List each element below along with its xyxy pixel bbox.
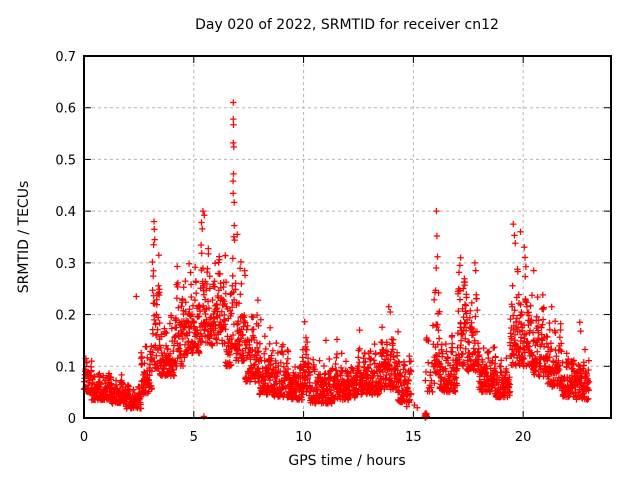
plot-frame-border — [83, 55, 612, 419]
x-tick-label: 10 — [295, 430, 312, 445]
x-tick-label: 5 — [190, 430, 198, 445]
y-tick-label: 0.2 — [55, 309, 76, 324]
y-tick-label: 0.6 — [55, 102, 76, 117]
x-tick-label: 20 — [515, 430, 532, 445]
tick-labels: 0 5 10 15 20 0 0.1 0.2 0.3 0.4 0.5 0.6 0.7 — [55, 50, 531, 445]
chart-title: Day 020 of 2022, SRMTID for receiver cn1… — [195, 17, 499, 33]
y-tick-label: 0.7 — [55, 50, 76, 65]
y-tick-label: 0.3 — [55, 257, 76, 272]
y-axis-label: SRMTID / TECUs — [16, 181, 32, 294]
y-tick-label: 0.5 — [55, 153, 76, 168]
x-tick-label: 15 — [405, 430, 422, 445]
y-tick-label: 0.4 — [55, 205, 76, 220]
x-tick-label: 0 — [80, 430, 88, 445]
y-tick-label: 0.1 — [55, 360, 76, 375]
x-axis-label: GPS time / hours — [288, 453, 405, 469]
y-tick-label: 0 — [68, 412, 76, 427]
